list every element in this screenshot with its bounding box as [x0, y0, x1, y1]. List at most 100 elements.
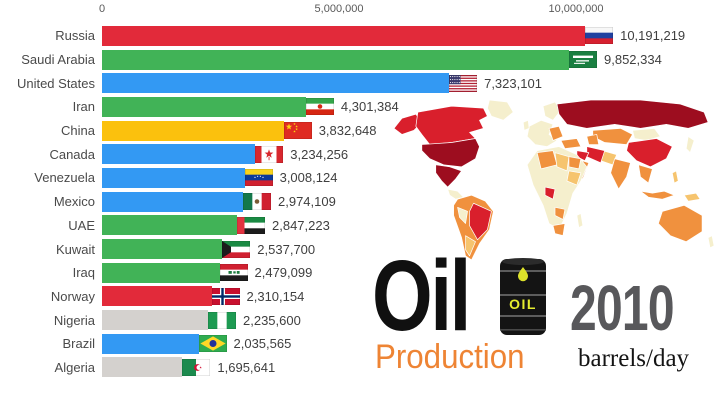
value-label: 2,847,223: [272, 217, 330, 233]
map-russia: [556, 99, 709, 129]
barrel-label: OIL: [509, 296, 537, 312]
map-libya: [554, 152, 570, 172]
bar: [102, 25, 586, 46]
axis-tick-10m: 10,000,000: [548, 3, 604, 15]
bar-row-canada: Canada 3,234,256: [0, 142, 720, 166]
bar: [102, 49, 569, 70]
bar-row-mexico: Mexico 2,974,109: [0, 190, 720, 214]
value-label: 4,301,384: [340, 99, 399, 115]
map-uk: [522, 119, 530, 131]
value-label: 2,035,565: [233, 336, 292, 352]
value-label: 2,479,099: [254, 265, 313, 281]
map-central-asia: [586, 134, 600, 145]
map-peru: [457, 206, 468, 224]
value-label: 2,310,154: [246, 288, 305, 304]
value-label: 3,832,648: [318, 123, 377, 139]
map-eastern-europe: [548, 125, 564, 141]
flag-iraq-icon: [219, 264, 248, 282]
flag-uae-icon: [237, 216, 265, 234]
country-label: Russia: [55, 28, 95, 44]
value-label: 3,234,256: [290, 146, 349, 162]
map-argentina: [465, 235, 476, 257]
map-indochina: [638, 164, 653, 184]
country-label: United States: [16, 75, 95, 91]
bar-row-iran: Iran 4,301,384: [0, 95, 720, 119]
map-philippines: [671, 170, 679, 184]
bar: [102, 167, 245, 188]
map-brazil: [469, 202, 492, 241]
bar: [102, 73, 450, 94]
axis-tick-zero: 0: [98, 3, 106, 15]
flag-canada-icon: [255, 145, 284, 163]
bar-chart: Russia 10,191,219 Saudi Arabia 9,852,334 Uni…: [0, 24, 720, 379]
value-label: 2,537,700: [257, 241, 316, 257]
map-united-states: [421, 138, 480, 168]
oil-barrel-icon: OIL: [498, 255, 548, 337]
bar: [102, 239, 223, 260]
value-label: 7,323,101: [484, 75, 542, 91]
map-south-africa: [552, 223, 566, 237]
map-kazakhstan: [592, 128, 633, 145]
map-madagascar: [576, 213, 584, 228]
country-label: UAE: [68, 217, 95, 233]
country-label: Iran: [72, 99, 95, 115]
map-china: [626, 138, 673, 168]
flag-mexico-icon: [243, 193, 271, 211]
map-nigeria: [544, 186, 556, 200]
map-egypt: [568, 156, 582, 170]
bar-row-russia: Russia 10,191,219: [0, 24, 720, 48]
value-label: 3,008,124: [279, 170, 338, 186]
country-label: Iraq: [72, 265, 95, 281]
map-india: [610, 158, 631, 190]
bar: [102, 96, 306, 117]
map-indonesia: [640, 190, 675, 200]
country-label: Venezuela: [34, 170, 95, 186]
bar-row-nigeria: Nigeria 2,235,600: [0, 308, 720, 332]
country-label: Saudi Arabia: [21, 52, 95, 68]
axis-tick-5m: 5,000,000: [314, 3, 364, 15]
bar: [102, 357, 183, 378]
map-greenland: [487, 99, 514, 121]
map-japan: [685, 136, 695, 154]
bar-row-uae: UAE 2,847,223: [0, 214, 720, 238]
flag-russia-icon: [585, 27, 614, 45]
map-mongolia: [632, 128, 661, 141]
bar: [102, 191, 243, 212]
title-oil: Oil: [372, 240, 471, 352]
bar: [102, 215, 237, 236]
flag-algeria-icon: [182, 358, 211, 376]
bar-row-china: China 3,832,648: [0, 119, 720, 143]
bar: [102, 144, 256, 165]
country-label: Brazil: [62, 336, 95, 352]
country-label: Kuwait: [55, 241, 95, 257]
flag-norway-icon: [211, 287, 240, 305]
value-label: 10,191,219: [620, 28, 686, 44]
title-unit: barrels/day: [578, 345, 690, 372]
bar-row-venezuela: Venezuela 3,008,124: [0, 166, 720, 190]
flag-saudi-arabia-icon: [569, 51, 597, 69]
flag-iran-icon: [305, 98, 334, 116]
map-sudan: [566, 170, 582, 186]
bar: [102, 262, 220, 283]
bar: [102, 333, 199, 354]
flag-brazil-icon: [198, 335, 227, 353]
map-australia: [658, 204, 703, 243]
country-label: Algeria: [54, 359, 95, 375]
bar-row-norway: Norway 2,310,154: [0, 285, 720, 309]
bar: [102, 286, 212, 307]
bar-row-brazil: Brazil 2,035,565: [0, 332, 720, 356]
title-production: Production: [375, 338, 525, 376]
bar-row-kuwait: Kuwait 2,537,700: [0, 237, 720, 261]
country-label: China: [61, 123, 95, 139]
flag-united-states-icon: [449, 74, 478, 92]
map-europe: [526, 119, 558, 147]
bar: [102, 120, 284, 141]
map-central-america: [447, 188, 464, 200]
value-label: 2,974,109: [278, 194, 336, 210]
country-label: Mexico: [53, 194, 95, 210]
flag-venezuela-icon: [244, 169, 273, 187]
map-mexico: [435, 164, 462, 188]
value-label: 1,695,641: [217, 359, 276, 375]
bar-row-iraq: Iraq 2,479,099: [0, 261, 720, 285]
